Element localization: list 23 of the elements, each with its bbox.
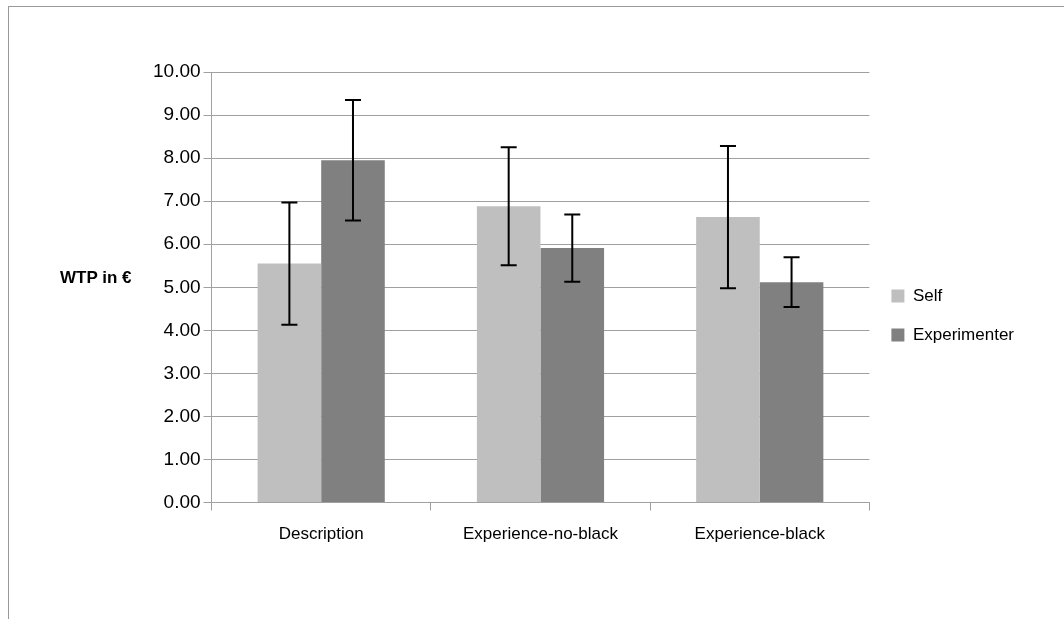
bar [476, 206, 541, 503]
y-tick-label: 3.00 [163, 361, 201, 383]
bar [540, 248, 605, 503]
y-tick-label: 0.00 [163, 490, 201, 512]
y-tick-label: 2.00 [163, 404, 201, 426]
legend-label: Experimenter [912, 324, 1015, 344]
x-tick-label: Experience-black [694, 524, 826, 544]
bar [321, 160, 385, 503]
legend-label: Self [912, 285, 943, 305]
y-tick-label: 7.00 [163, 189, 201, 211]
y-tick-label: 1.00 [163, 447, 201, 469]
y-tick-label: 8.00 [163, 146, 201, 168]
bar [759, 282, 824, 503]
y-tick-label: 10.00 [153, 60, 201, 82]
bar [257, 263, 322, 503]
y-tick-label: 5.00 [163, 275, 201, 297]
x-tick-label: Experience-no-black [462, 524, 619, 544]
bar [696, 217, 760, 503]
y-axis-title: WTP in € [60, 268, 132, 288]
y-tick-label: 9.00 [163, 103, 201, 125]
x-tick-label: Description [278, 524, 364, 544]
y-tick-label: 6.00 [163, 232, 201, 254]
y-tick-label: 4.00 [163, 318, 201, 340]
